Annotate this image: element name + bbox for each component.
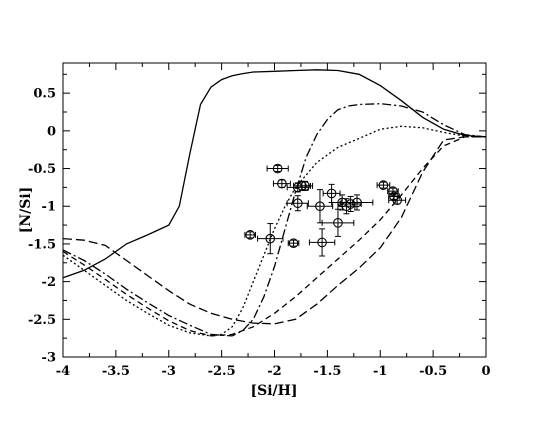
x-tick-label: 0 xyxy=(481,364,490,379)
data-point xyxy=(272,178,291,189)
y-tick-label: -1 xyxy=(42,200,56,215)
y-tick-label: -2 xyxy=(42,275,56,290)
data-point xyxy=(340,194,374,211)
x-tick-label: -2 xyxy=(267,364,281,379)
data-point xyxy=(244,230,256,240)
curve-dash xyxy=(62,136,486,325)
data-point xyxy=(306,189,334,224)
y-axis-label: [N/Si] xyxy=(18,187,34,234)
model-curves xyxy=(62,69,487,337)
x-tick-label: -3 xyxy=(162,364,176,379)
data-point xyxy=(387,186,399,197)
curve-solid xyxy=(62,69,487,279)
data-point xyxy=(376,180,391,190)
data-point xyxy=(287,238,300,249)
data-point xyxy=(321,208,355,237)
data-point xyxy=(286,195,309,212)
y-tick-label: -2.5 xyxy=(28,313,56,328)
y-tick-label: 0.5 xyxy=(33,87,56,102)
data-point xyxy=(388,195,407,206)
data-point xyxy=(339,195,362,213)
x-tick-label: -2.5 xyxy=(208,364,236,379)
y-tick-label: -0.5 xyxy=(28,162,56,177)
axis-ticks xyxy=(62,63,487,358)
y-tick-label: -3 xyxy=(42,351,56,366)
x-tick-label: -3.5 xyxy=(102,364,130,379)
data-point xyxy=(257,223,284,255)
y-tick-labels: -3 -2.5 -2 -1.5 -1 -0.5 0 0.5 xyxy=(28,87,56,366)
x-tick-label: -4 xyxy=(56,364,70,379)
x-tick-label: -1.5 xyxy=(313,364,341,379)
data-point xyxy=(297,180,314,191)
y-tick-label: -1.5 xyxy=(28,237,56,252)
curve-longdash xyxy=(62,136,486,337)
data-point xyxy=(308,228,336,257)
data-point xyxy=(266,163,289,174)
data-points xyxy=(244,163,407,257)
x-tick-labels: -4 -3.5 -3 -2.5 -2 -1.5 -1 -0.5 0 xyxy=(56,364,491,379)
x-axis-label: [Si/H] xyxy=(250,383,297,399)
curve-dot xyxy=(62,125,487,337)
curve-dashdot xyxy=(62,103,487,337)
x-tick-label: -0.5 xyxy=(419,364,447,379)
y-tick-label: 0 xyxy=(47,124,56,139)
x-tick-label: -1 xyxy=(373,364,387,379)
